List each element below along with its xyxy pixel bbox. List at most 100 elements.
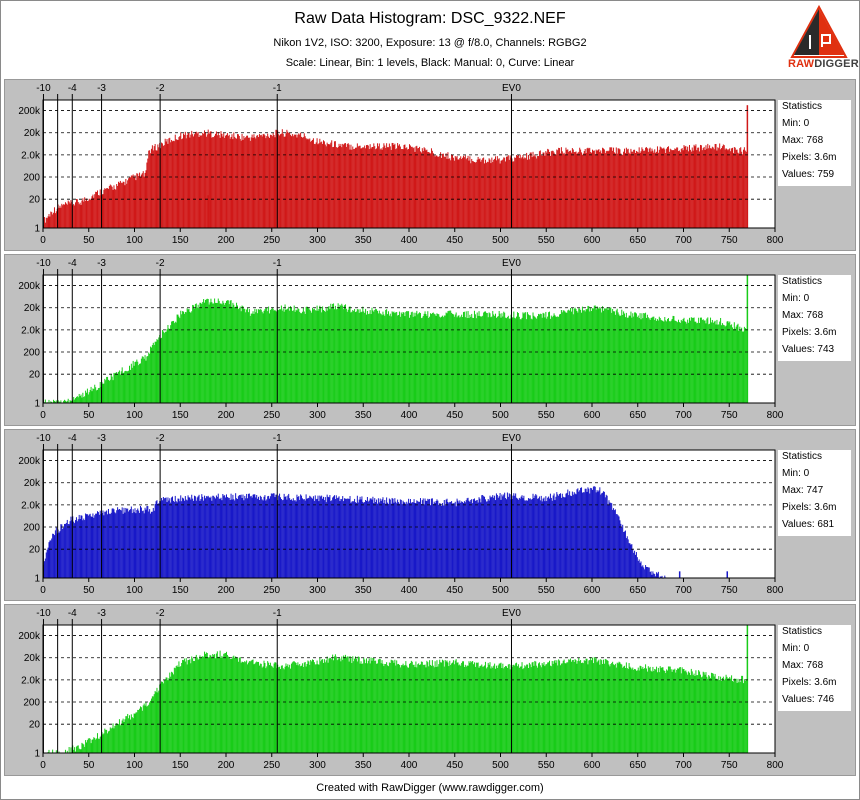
histogram-bar — [554, 659, 556, 753]
histogram-bar — [74, 205, 76, 228]
histogram-bar — [149, 353, 151, 403]
histogram-bar — [461, 314, 463, 403]
histogram-bar — [562, 153, 564, 228]
histogram-bar — [651, 574, 653, 578]
histogram-spike — [746, 275, 749, 403]
histogram-bar — [518, 316, 520, 403]
histogram-bar — [548, 660, 550, 753]
histogram-bar — [548, 311, 550, 403]
histogram-bar — [658, 316, 660, 403]
histogram-bar — [596, 490, 598, 578]
histogram-bar — [406, 501, 408, 578]
histogram-bar — [733, 147, 735, 228]
histogram-bar — [555, 154, 557, 228]
histogram-bar — [552, 150, 554, 228]
histogram-bar — [482, 494, 484, 578]
histogram-bar — [720, 317, 722, 403]
histogram-bar — [434, 503, 436, 578]
histogram-bar — [478, 311, 480, 403]
histogram-bar — [481, 495, 483, 578]
histogram-bar — [502, 496, 504, 578]
histogram-bar — [645, 566, 647, 578]
histogram-bar — [391, 497, 393, 578]
histogram-bar — [66, 204, 68, 228]
histogram-bar — [591, 152, 593, 228]
histogram-bar — [289, 664, 291, 753]
histogram-bar — [442, 505, 444, 578]
histogram-bar — [85, 740, 87, 753]
histogram-bar — [529, 664, 531, 753]
histogram-bar — [299, 134, 301, 228]
histogram-bar — [705, 323, 707, 403]
histogram-bar — [490, 163, 492, 228]
histogram-bar — [308, 308, 310, 403]
histogram-bar — [477, 662, 479, 753]
histogram-bar — [460, 316, 462, 403]
histogram-bar — [732, 329, 734, 403]
histogram-bar — [742, 683, 744, 753]
histogram-bar — [384, 499, 386, 578]
histogram-bar — [368, 658, 370, 753]
histogram-bar — [368, 313, 370, 403]
histogram-bar — [419, 151, 421, 228]
histogram-bar — [105, 511, 107, 578]
histogram-bar — [387, 666, 389, 753]
histogram-bar — [597, 149, 599, 228]
histogram-bar — [561, 312, 563, 403]
histogram-bar — [606, 307, 608, 403]
histogram-bar — [107, 188, 109, 228]
histogram-bar — [437, 500, 439, 578]
histogram-bar — [138, 709, 140, 753]
histogram-bar — [308, 497, 310, 578]
histogram-bar — [667, 318, 669, 403]
histogram-bar — [483, 312, 485, 403]
histogram-bar — [562, 496, 564, 578]
histogram-bar — [399, 146, 401, 228]
x-tick-label: 300 — [309, 235, 326, 246]
histogram-bar — [96, 390, 98, 403]
histogram-bar — [581, 663, 583, 753]
histogram-bar — [416, 310, 418, 403]
histogram-bar — [394, 498, 396, 578]
histogram-bar — [449, 501, 451, 578]
histogram-bar — [735, 678, 737, 753]
histogram-bar — [550, 497, 552, 578]
histogram-bar — [426, 660, 428, 753]
histogram-bar — [163, 333, 165, 403]
histogram-bar — [547, 148, 549, 228]
histogram-bar — [502, 316, 504, 403]
ev-marker-label: -4 — [68, 258, 77, 269]
histogram-bar — [709, 145, 711, 228]
histogram-bar — [96, 389, 98, 403]
histogram-bar — [295, 134, 297, 228]
histogram-bar — [53, 533, 55, 578]
histogram-bar — [435, 155, 437, 228]
histogram-bar — [581, 487, 583, 578]
histogram-bar — [215, 131, 217, 228]
histogram-bar — [452, 157, 454, 228]
histogram-bar — [310, 496, 312, 578]
histogram-bar — [280, 305, 282, 403]
histogram-bar — [722, 144, 724, 228]
histogram-bar — [372, 146, 374, 228]
histogram-bar — [139, 176, 141, 228]
histogram-bar — [618, 148, 620, 228]
histogram-bar — [206, 298, 208, 403]
histogram-bar — [579, 147, 581, 228]
histogram-bar — [376, 503, 378, 578]
histogram-bar — [570, 496, 572, 578]
histogram-bar — [375, 660, 377, 753]
histogram-bar — [428, 666, 430, 753]
histogram-bar — [521, 157, 523, 228]
histogram-bar — [708, 324, 710, 403]
histogram-bar — [90, 386, 92, 403]
histogram-bar — [548, 496, 550, 578]
histogram-bar — [260, 663, 262, 753]
histogram-bar — [592, 657, 593, 753]
histogram-bar — [508, 663, 510, 753]
histogram-bar — [186, 500, 188, 578]
histogram-bar — [469, 314, 471, 403]
histogram-bar — [527, 500, 529, 578]
histogram-bar — [347, 309, 349, 403]
histogram-bar — [344, 654, 346, 753]
